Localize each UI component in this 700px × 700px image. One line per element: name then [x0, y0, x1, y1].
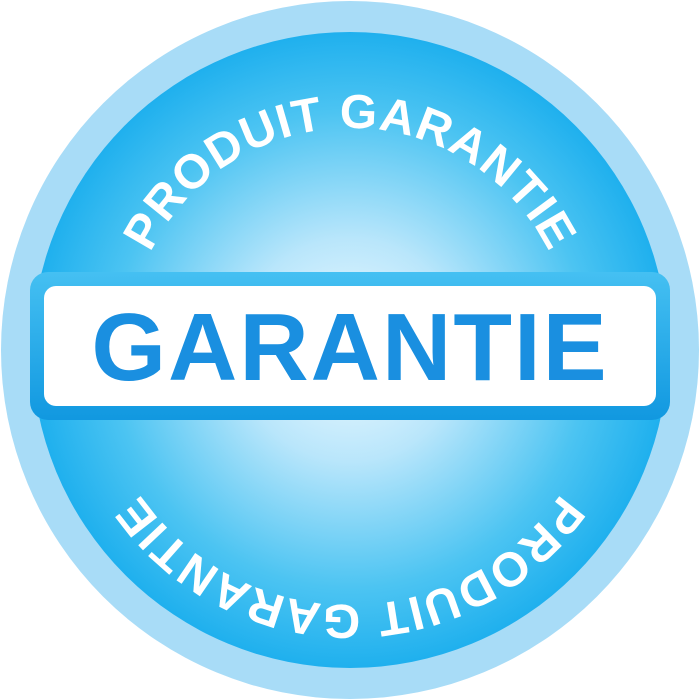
banner-fill: [44, 286, 656, 406]
main-label: GARANTIE: [91, 294, 608, 401]
center-banner: GARANTIE: [30, 272, 670, 420]
